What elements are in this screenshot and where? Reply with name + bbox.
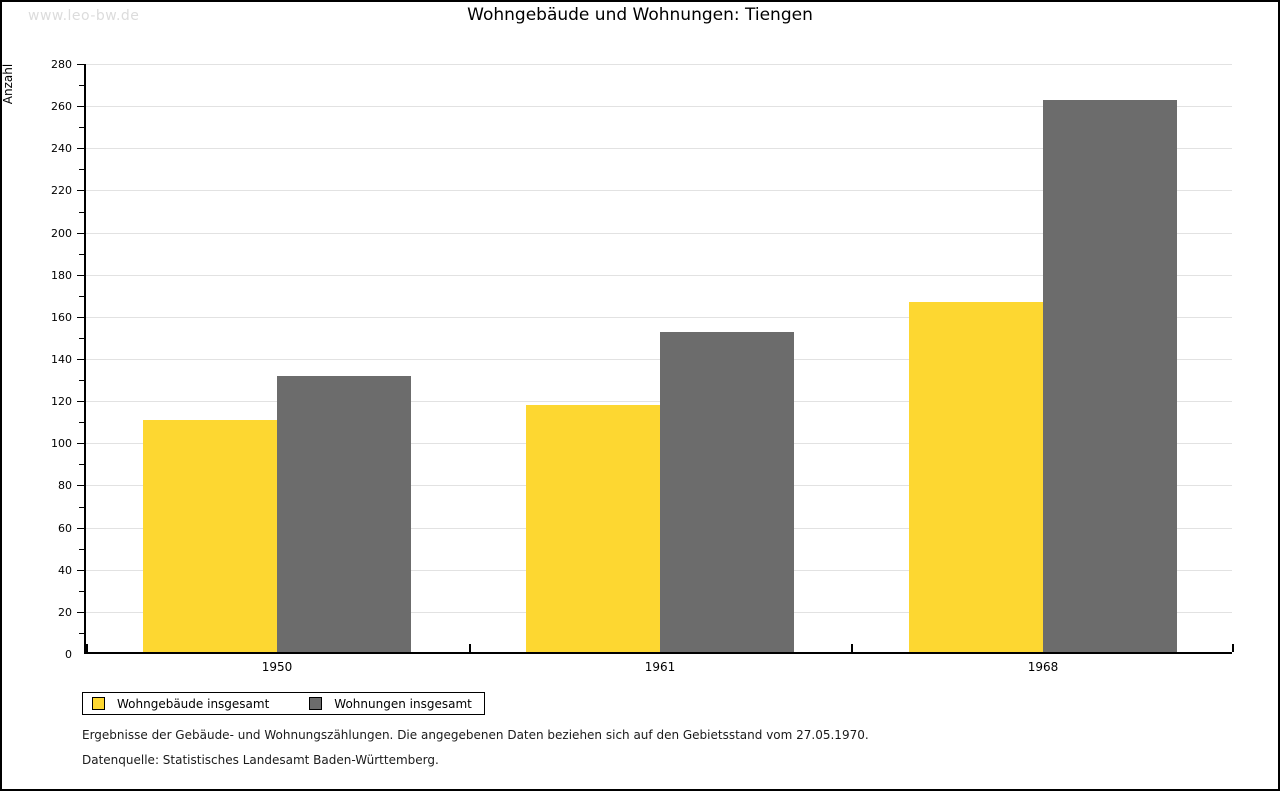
y-axis-tick bbox=[77, 190, 84, 191]
legend-entry: Wohnungen insgesamt bbox=[309, 697, 472, 711]
y-axis-tick bbox=[77, 612, 84, 613]
y-axis-tick bbox=[77, 443, 84, 444]
y-tick-label: 220 bbox=[51, 184, 72, 197]
y-tick-label: 200 bbox=[51, 227, 72, 240]
gridline bbox=[86, 233, 1232, 234]
x-tick-label: 1961 bbox=[644, 660, 676, 674]
bar-1968-wohnungen bbox=[1043, 100, 1177, 652]
y-axis-tick bbox=[79, 422, 84, 423]
y-axis-tick bbox=[79, 633, 84, 634]
gridline bbox=[86, 359, 1232, 360]
gridline bbox=[86, 106, 1232, 107]
plot-area: 0 20 40 60 80 100 120 140 160 180 200 220 240 260 280 1… bbox=[51, 58, 1234, 674]
x-axis-tick bbox=[1232, 644, 1234, 652]
gridline bbox=[86, 190, 1232, 191]
y-axis-tick bbox=[77, 317, 84, 318]
x-axis-tick bbox=[86, 644, 88, 652]
gridline bbox=[86, 148, 1232, 149]
gridline bbox=[86, 317, 1232, 318]
y-axis-tick bbox=[77, 528, 84, 529]
legend-label: Wohnungen insgesamt bbox=[334, 696, 472, 711]
bar-1961-wohnungen bbox=[660, 332, 794, 652]
x-axis-tick bbox=[469, 644, 471, 652]
y-tick-label: 60 bbox=[58, 522, 72, 535]
legend-swatch bbox=[92, 697, 105, 710]
y-axis-tick bbox=[77, 106, 84, 107]
y-axis-tick bbox=[79, 549, 84, 550]
bar-1968-wohngebaeude bbox=[909, 302, 1043, 652]
y-tick-label: 80 bbox=[58, 479, 72, 492]
y-axis-tick bbox=[77, 570, 84, 571]
y-axis-tick bbox=[79, 591, 84, 592]
y-axis-tick bbox=[77, 401, 84, 402]
y-axis-tick bbox=[79, 380, 84, 381]
y-axis-tick bbox=[77, 233, 84, 234]
y-axis-tick bbox=[77, 148, 84, 149]
y-tick-label: 40 bbox=[58, 564, 72, 577]
y-tick-label: 240 bbox=[51, 142, 72, 155]
y-tick-label: 0 bbox=[65, 648, 72, 661]
y-tick-label: 160 bbox=[51, 311, 72, 324]
y-tick-label: 180 bbox=[51, 269, 72, 282]
y-axis-tick bbox=[77, 275, 84, 276]
y-tick-label: 20 bbox=[58, 606, 72, 619]
y-tick-label: 260 bbox=[51, 100, 72, 113]
y-tick-label: 100 bbox=[51, 437, 72, 450]
gridline bbox=[86, 401, 1232, 402]
legend-swatch bbox=[309, 697, 323, 710]
y-axis-tick bbox=[79, 212, 84, 213]
legend-label: Wohngebäude insgesamt bbox=[117, 696, 270, 711]
gridline bbox=[86, 275, 1232, 276]
y-axis-tick bbox=[79, 85, 84, 86]
legend-entry: Wohngebäude insgesamt bbox=[92, 697, 269, 711]
y-axis-tick bbox=[77, 359, 84, 360]
bar-1950-wohngebaeude bbox=[143, 420, 277, 652]
y-axis-tick bbox=[79, 296, 84, 297]
x-tick-label: 1968 bbox=[1027, 660, 1059, 674]
y-axis-tick bbox=[79, 169, 84, 170]
chart-title: Wohngebäude und Wohnungen: Tiengen bbox=[467, 5, 813, 25]
y-tick-label: 280 bbox=[51, 58, 72, 71]
footer: Ergebnisse der Gebäude- und Wohnungszähl… bbox=[82, 728, 869, 767]
y-axis-tick bbox=[79, 338, 84, 339]
source-text: Datenquelle: Statistisches Landesamt Bad… bbox=[82, 753, 439, 767]
x-axis-tick bbox=[851, 644, 853, 652]
y-axis-tick bbox=[79, 464, 84, 465]
y-axis-tick bbox=[77, 64, 84, 65]
footnote-text: Ergebnisse der Gebäude- und Wohnungszähl… bbox=[82, 728, 869, 742]
bar-1961-wohngebaeude bbox=[526, 405, 660, 652]
y-tick-label: 140 bbox=[51, 353, 72, 366]
x-tick-label: 1950 bbox=[261, 660, 293, 674]
y-axis-tick bbox=[79, 507, 84, 508]
y-axis-label: Anzahl bbox=[1, 63, 15, 105]
bar-1950-wohnungen bbox=[277, 376, 411, 652]
legend: Wohngebäude insgesamt Wohnungen insgesamt bbox=[82, 692, 485, 715]
y-axis-tick bbox=[79, 127, 84, 128]
y-axis-tick bbox=[79, 254, 84, 255]
y-axis-tick bbox=[77, 485, 84, 486]
y-tick-label: 120 bbox=[51, 395, 72, 408]
gridline bbox=[86, 64, 1232, 65]
watermark: www.leo-bw.de bbox=[28, 8, 140, 24]
